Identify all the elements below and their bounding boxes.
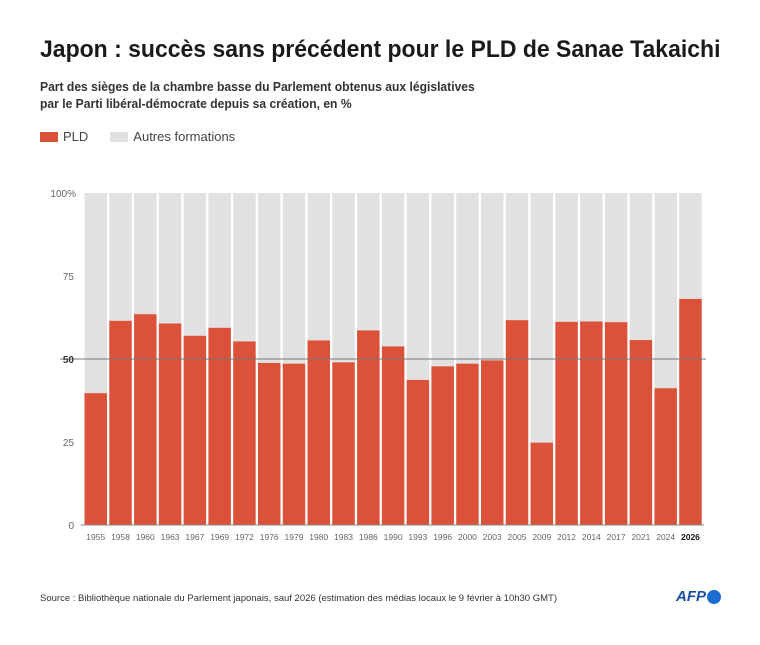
bar-others-1960 xyxy=(134,193,157,315)
bar-others-1955 xyxy=(84,193,107,394)
bar-others-1972 xyxy=(233,193,256,342)
bar-pld-1983 xyxy=(332,362,355,525)
bar-pld-2014 xyxy=(580,321,603,525)
x-tick-label-1969: 1969 xyxy=(210,532,229,542)
afp-logo-dot-icon xyxy=(707,589,721,604)
bar-pld-1955 xyxy=(84,393,107,525)
x-tick-label-1990: 1990 xyxy=(384,532,403,542)
bar-pld-2009 xyxy=(530,442,554,525)
legend: PLD Autres formations xyxy=(40,129,249,144)
x-tick-label-1958: 1958 xyxy=(111,532,130,542)
x-tick-label-1967: 1967 xyxy=(185,532,204,542)
bar-others-2005 xyxy=(505,193,529,321)
bar-others-2003 xyxy=(480,193,504,361)
x-tick-label-1972: 1972 xyxy=(235,532,254,542)
y-tick-label-100: 100% xyxy=(50,189,76,200)
legend-swatch-pld xyxy=(40,131,58,142)
chart-subtitle: Part des sièges de la chambre basse du P… xyxy=(40,78,507,112)
bar-others-1963 xyxy=(158,193,182,324)
legend-label-others: Autres formations xyxy=(133,129,236,144)
x-tick-label-2009: 2009 xyxy=(532,532,551,542)
bar-pld-2005 xyxy=(505,320,529,525)
x-tick-label-2014: 2014 xyxy=(582,532,601,542)
x-tick-label-2005: 2005 xyxy=(508,532,527,542)
x-tick-label-1979: 1979 xyxy=(285,532,304,542)
legend-swatch-others xyxy=(110,131,129,142)
bar-pld-1969 xyxy=(208,327,231,525)
x-tick-label-2012: 2012 xyxy=(557,532,576,542)
bar-others-1993 xyxy=(406,193,430,380)
bar-others-1986 xyxy=(357,193,380,331)
bar-others-2021 xyxy=(629,193,653,341)
x-tick-label-2000: 2000 xyxy=(458,532,477,542)
x-tick-label-1983: 1983 xyxy=(334,532,353,542)
bar-pld-1980 xyxy=(307,340,331,525)
y-tick-label-50: 50 xyxy=(63,355,75,366)
bar-pld-1993 xyxy=(406,379,430,525)
bar-others-1958 xyxy=(109,193,132,321)
bar-pld-1960 xyxy=(134,314,157,525)
x-tick-label-1993: 1993 xyxy=(408,532,427,542)
chart-title: Japon : succès sans précédent pour le PL… xyxy=(40,36,721,63)
x-tick-label-1960: 1960 xyxy=(136,532,155,542)
bar-others-2026 xyxy=(679,193,702,299)
x-tick-label-2024: 2024 xyxy=(656,532,675,542)
bar-others-1980 xyxy=(307,193,331,341)
bar-others-1990 xyxy=(381,193,405,347)
x-tick-label-1976: 1976 xyxy=(260,532,279,542)
bar-others-1967 xyxy=(183,193,207,336)
bar-pld-1990 xyxy=(381,346,405,525)
x-tick-label-2017: 2017 xyxy=(607,532,626,542)
subtitle-line-1: Part des sièges de la chambre basse du P… xyxy=(40,79,475,94)
bar-others-1976 xyxy=(257,193,281,363)
x-tick-label-2026: 2026 xyxy=(681,532,700,542)
afp-logo: AFP xyxy=(676,588,721,605)
bar-others-2012 xyxy=(555,193,578,322)
y-tick-label-25: 25 xyxy=(63,438,75,449)
bar-pld-1967 xyxy=(183,335,207,525)
bar-pld-2021 xyxy=(629,340,653,525)
bar-others-2017 xyxy=(604,193,628,323)
bar-others-2009 xyxy=(530,193,554,443)
bar-pld-2017 xyxy=(604,322,628,525)
legend-item-others: Autres formations xyxy=(110,129,235,144)
bar-others-1979 xyxy=(282,193,306,364)
bar-others-1996 xyxy=(431,193,454,367)
bar-pld-1972 xyxy=(233,341,256,525)
y-tick-label-75: 75 xyxy=(63,272,75,283)
legend-item-pld: PLD xyxy=(40,129,88,144)
bar-pld-1979 xyxy=(282,363,306,525)
bar-pld-1986 xyxy=(357,330,380,525)
bar-others-2000 xyxy=(456,193,479,364)
x-tick-label-2021: 2021 xyxy=(631,532,650,542)
bar-pld-1958 xyxy=(109,320,132,525)
bar-pld-1963 xyxy=(158,323,182,525)
bar-pld-1976 xyxy=(257,362,281,525)
y-tick-label-0: 0 xyxy=(68,521,74,532)
x-tick-label-2003: 2003 xyxy=(483,532,502,542)
bar-others-2024 xyxy=(654,193,677,389)
legend-label-pld: PLD xyxy=(63,129,89,144)
afp-logo-text: AFP xyxy=(676,588,706,605)
subtitle-line-2: par le Parti libéral-démocrate depuis sa… xyxy=(40,96,352,111)
x-tick-label-1996: 1996 xyxy=(433,532,452,542)
x-tick-label-1955: 1955 xyxy=(86,532,105,542)
x-tick-label-1986: 1986 xyxy=(359,532,378,542)
bar-pld-2012 xyxy=(555,321,578,525)
source-note: Source : Bibliothèque nationale du Parle… xyxy=(40,593,557,604)
bar-pld-1996 xyxy=(431,366,454,525)
bar-pld-2003 xyxy=(480,360,504,525)
bar-others-1983 xyxy=(332,193,355,363)
bar-pld-2024 xyxy=(654,388,677,525)
bar-pld-2026 xyxy=(679,298,702,525)
bar-pld-2000 xyxy=(456,363,479,525)
bar-others-1969 xyxy=(208,193,231,328)
x-tick-label-1980: 1980 xyxy=(309,532,328,542)
x-tick-label-1963: 1963 xyxy=(161,532,180,542)
bar-others-2014 xyxy=(580,193,603,322)
